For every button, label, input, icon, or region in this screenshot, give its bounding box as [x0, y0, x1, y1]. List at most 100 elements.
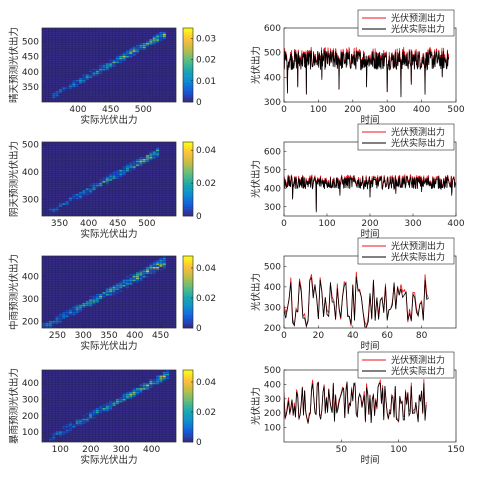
heatmap-sunny-cell — [62, 89, 66, 91]
heatmap-sunny-cell — [132, 46, 136, 49]
heatmap-light-rain-cell — [98, 295, 103, 298]
heatmap-sunny-cell — [65, 87, 69, 90]
heatmap-light-rain-cell — [125, 281, 130, 284]
heatmap-sunny-cell — [98, 65, 103, 67]
heatmap-heavy-rain-cell — [132, 395, 136, 398]
heatmap-cloudy-colorbar-step — [183, 173, 193, 176]
heatmap-light-rain-cell — [105, 292, 110, 294]
heatmap-cloudy-cell — [112, 171, 116, 174]
heatmap-sunny-cell — [125, 55, 130, 58]
heatmap-light-rain-cell — [42, 322, 46, 325]
heatmap-heavy-rain-cell — [122, 400, 126, 403]
heatmap-sunny-cell — [162, 37, 167, 40]
heatmap-heavy-rain-ytick-label: 400 — [22, 379, 39, 389]
line-heavy-rain-legend-label: 光伏实际出力 — [391, 365, 445, 377]
heatmap-light-rain-colorbar-step — [183, 274, 193, 277]
heatmap-light-rain-cell — [92, 301, 96, 303]
heatmap-heavy-rain-cell — [102, 404, 106, 407]
line-light-rain-xlabel: 时间 — [360, 340, 379, 352]
heatmap-light-rain-colorbar-step — [183, 315, 193, 318]
heatmap-heavy-rain-ytick-label: 100 — [22, 428, 39, 438]
heatmap-light-rain-cell — [55, 320, 59, 323]
heatmap-light-rain-colorbar-step — [183, 268, 193, 271]
heatmap-sunny-colorbar-step — [183, 42, 193, 45]
heatmap-heavy-rain-cell — [145, 386, 150, 389]
line-light-rain-ytick-label: 400 — [264, 283, 281, 293]
heatmap-light-rain-cell — [92, 299, 96, 302]
heatmap-heavy-rain-cell — [142, 384, 146, 387]
heatmap-light-rain-cell — [149, 270, 153, 273]
heatmap-heavy-rain-colorbar-step — [183, 400, 193, 403]
heatmap-light-rain-cell — [125, 279, 130, 282]
heatmap-sunny-cell — [105, 63, 110, 66]
heatmap-light-rain-cell — [95, 295, 100, 298]
heatmap-sunny-cell — [132, 52, 136, 54]
heatmap-sunny-colorbar-step — [183, 68, 193, 71]
heatmap-cloudy-colorbar-step — [183, 203, 193, 206]
heatmap-light-rain-cell — [162, 265, 167, 267]
heatmap-cloudy-cell — [152, 151, 156, 154]
heatmap-light-rain-cell — [132, 281, 136, 284]
heatmap-heavy-rain-cell — [105, 402, 110, 405]
heatmap-sunny-colorbar-step — [183, 76, 193, 79]
heatmap-sunny-colorbar-step — [183, 72, 193, 75]
heatmap-light-rain-cell — [142, 275, 146, 278]
heatmap-cloudy-cell — [65, 203, 69, 205]
line-light-rain-xtick-label: 40 — [347, 331, 359, 341]
heatmap-sunny-cell — [72, 79, 76, 82]
heatmap-cloudy-cell — [135, 162, 140, 165]
heatmap-light-rain-colorbar-step — [183, 311, 193, 314]
heatmap-heavy-rain-cell — [139, 386, 143, 389]
heatmap-light-rain-colorbar-step — [183, 265, 193, 268]
line-heavy-rain-axes-box — [283, 369, 457, 443]
heatmap-cloudy-cell — [129, 162, 133, 165]
heatmap-heavy-rain-colorbar-step — [183, 404, 193, 407]
heatmap-cloudy-colorbar-step — [183, 142, 193, 145]
heatmap-light-rain-cell — [132, 275, 136, 278]
heatmap-heavy-rain-colorbar-step — [183, 418, 193, 421]
heatmap-heavy-rain-colorbar-step — [183, 433, 193, 436]
heatmap-cloudy-cell — [52, 208, 56, 211]
heatmap-heavy-rain-cell — [119, 398, 123, 401]
heatmap-cloudy-colorbar-step — [183, 197, 193, 200]
heatmap-light-rain-cell — [115, 283, 120, 285]
line-heavy-rain-ytick-label: 500 — [264, 366, 281, 376]
heatmap-heavy-rain-cell — [98, 411, 103, 414]
heatmap-cloudy-cell — [55, 208, 59, 211]
heatmap-cloudy-cell — [92, 184, 96, 187]
heatmap-sunny-colorbar-step — [183, 70, 193, 73]
heatmap-light-rain-cell — [58, 315, 63, 318]
heatmap-sunny-cell — [115, 59, 120, 62]
heatmap-light-rain-cell — [139, 277, 143, 280]
heatmap-light-rain-cell — [48, 322, 53, 325]
heatmap-light-rain-cell — [58, 320, 63, 323]
heatmap-heavy-rain-cell — [115, 402, 120, 405]
heatmap-light-rain-cell — [92, 302, 96, 305]
heatmap-cloudy-cell — [68, 197, 73, 200]
heatmap-cloudy-colorbar-step — [183, 145, 193, 148]
heatmap-sunny-cell — [85, 76, 89, 79]
heatmap-cloudy-cell — [115, 175, 120, 178]
heatmap-light-rain-cell — [119, 281, 123, 284]
heatmap-sunny-colorbar-step — [183, 92, 193, 95]
heatmap-heavy-rain-colorbar-step — [183, 377, 193, 380]
heatmap-sunny-cell — [162, 35, 167, 38]
heatmap-sunny-colorbar-step — [183, 46, 193, 49]
heatmap-heavy-rain-cell — [65, 425, 69, 428]
heatmap-heavy-rain-colorbar-step — [183, 415, 193, 418]
heatmap-heavy-rain-colorbar-step — [183, 397, 193, 400]
heatmap-heavy-rain-cell — [165, 371, 170, 374]
heatmap-sunny-colorbar-step — [183, 98, 193, 101]
heatmap-sunny-cell — [92, 74, 96, 77]
heatmap-sunny-colorbar-tick-label: 0 — [196, 98, 202, 108]
heatmap-light-rain-cell — [48, 324, 53, 327]
heatmap-sunny-cell — [155, 35, 160, 38]
heatmap-light-rain-colorbar-step — [183, 319, 193, 322]
heatmap-light-rain-cell — [155, 266, 160, 269]
line-sunny-legend-label: 光伏实际出力 — [391, 23, 445, 35]
heatmap-heavy-rain-cell — [95, 411, 100, 414]
heatmap-light-rain-cell — [115, 286, 120, 289]
heatmap-light-rain-cell — [68, 308, 73, 311]
heatmap-heavy-rain-cell — [95, 413, 100, 416]
heatmap-light-rain-cell — [139, 275, 143, 278]
